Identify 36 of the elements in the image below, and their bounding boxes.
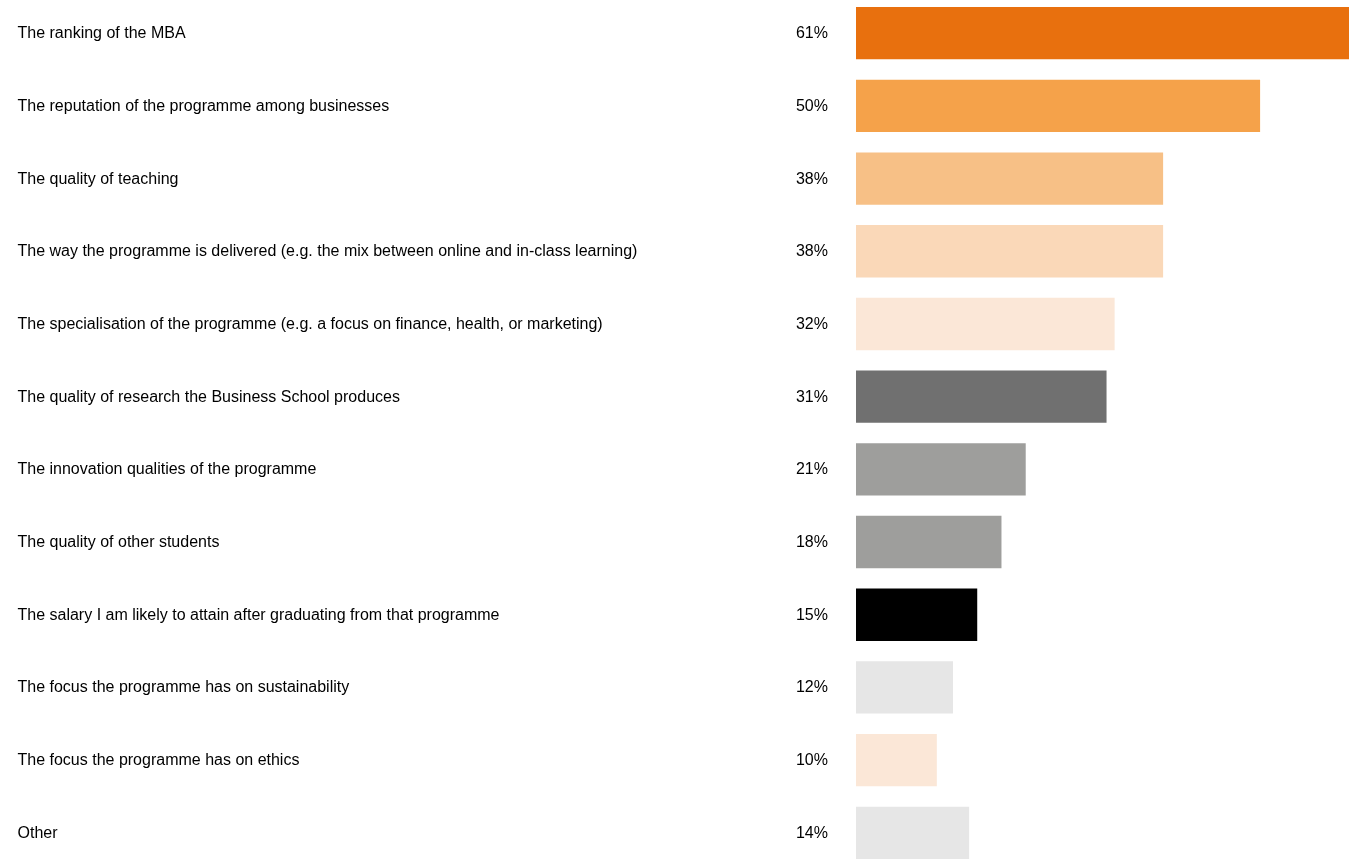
y-tick-label: The innovation qualities of the programme [17, 460, 317, 478]
data-label: 50% [795, 96, 828, 114]
y-tick-label: The quality of research the Business School produces [17, 387, 400, 405]
y-tick-label: The quality of other students [17, 533, 220, 551]
data-label: 18% [795, 533, 828, 551]
y-tick-label: The focus the programme has on sustainability [17, 678, 350, 696]
data-label: 38% [795, 169, 828, 187]
y-tick-label: The ranking of the MBA [17, 24, 186, 42]
data-label: 61% [795, 24, 828, 42]
data-label: 15% [795, 605, 828, 623]
bar [856, 7, 1349, 60]
y-tick-label: The way the programme is delivered (e.g. the mix between online and in-class learning) [17, 242, 638, 260]
y-tick-label: The specialisation of the programme (e.g. a focus on finance, health, or marketing) [17, 314, 603, 332]
y-tick-label: The focus the programme has on ethics [17, 751, 300, 769]
data-label: 10% [795, 751, 828, 769]
bar [856, 443, 1026, 496]
bar [856, 515, 1002, 569]
bar [856, 79, 1261, 133]
data-label: 14% [795, 823, 828, 841]
bar [856, 370, 1107, 423]
bar [856, 661, 953, 714]
data-label: 31% [795, 387, 828, 405]
data-label: 12% [795, 678, 828, 696]
data-label: 38% [795, 242, 828, 260]
y-tick-label: The quality of teaching [17, 169, 179, 187]
y-tick-label: Other [17, 823, 59, 841]
data-label: 21% [795, 460, 828, 478]
bar [856, 806, 970, 859]
y-tick-label: The reputation of the programme among businesses [17, 96, 390, 114]
bar [856, 225, 1164, 278]
data-label: 32% [795, 314, 828, 332]
bar [856, 588, 978, 641]
bar [856, 297, 1115, 351]
bar [856, 152, 1164, 205]
y-tick-label: The salary I am likely to attain after graduating from that programme [17, 605, 500, 623]
bar [856, 733, 937, 787]
